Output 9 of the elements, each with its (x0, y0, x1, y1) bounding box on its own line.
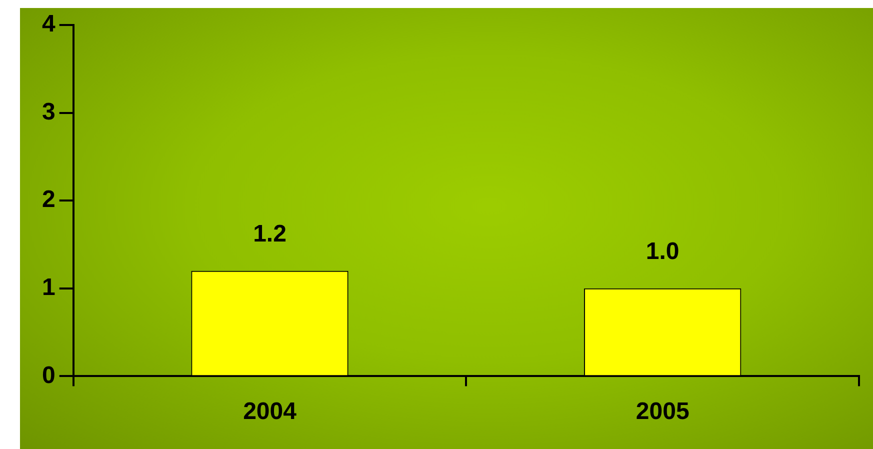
x-tick-label: 2004 (243, 398, 298, 426)
x-tick-label: 2005 (636, 398, 690, 426)
data-label: 1.2 (253, 220, 286, 248)
y-tick-label: 3 (42, 98, 56, 126)
data-label: 1.0 (646, 238, 680, 266)
y-tick-label: 1 (42, 274, 56, 302)
y-tick-label: 2 (42, 186, 56, 214)
y-tick-label: 0 (42, 362, 56, 389)
y-tick-label: 4 (42, 10, 56, 38)
